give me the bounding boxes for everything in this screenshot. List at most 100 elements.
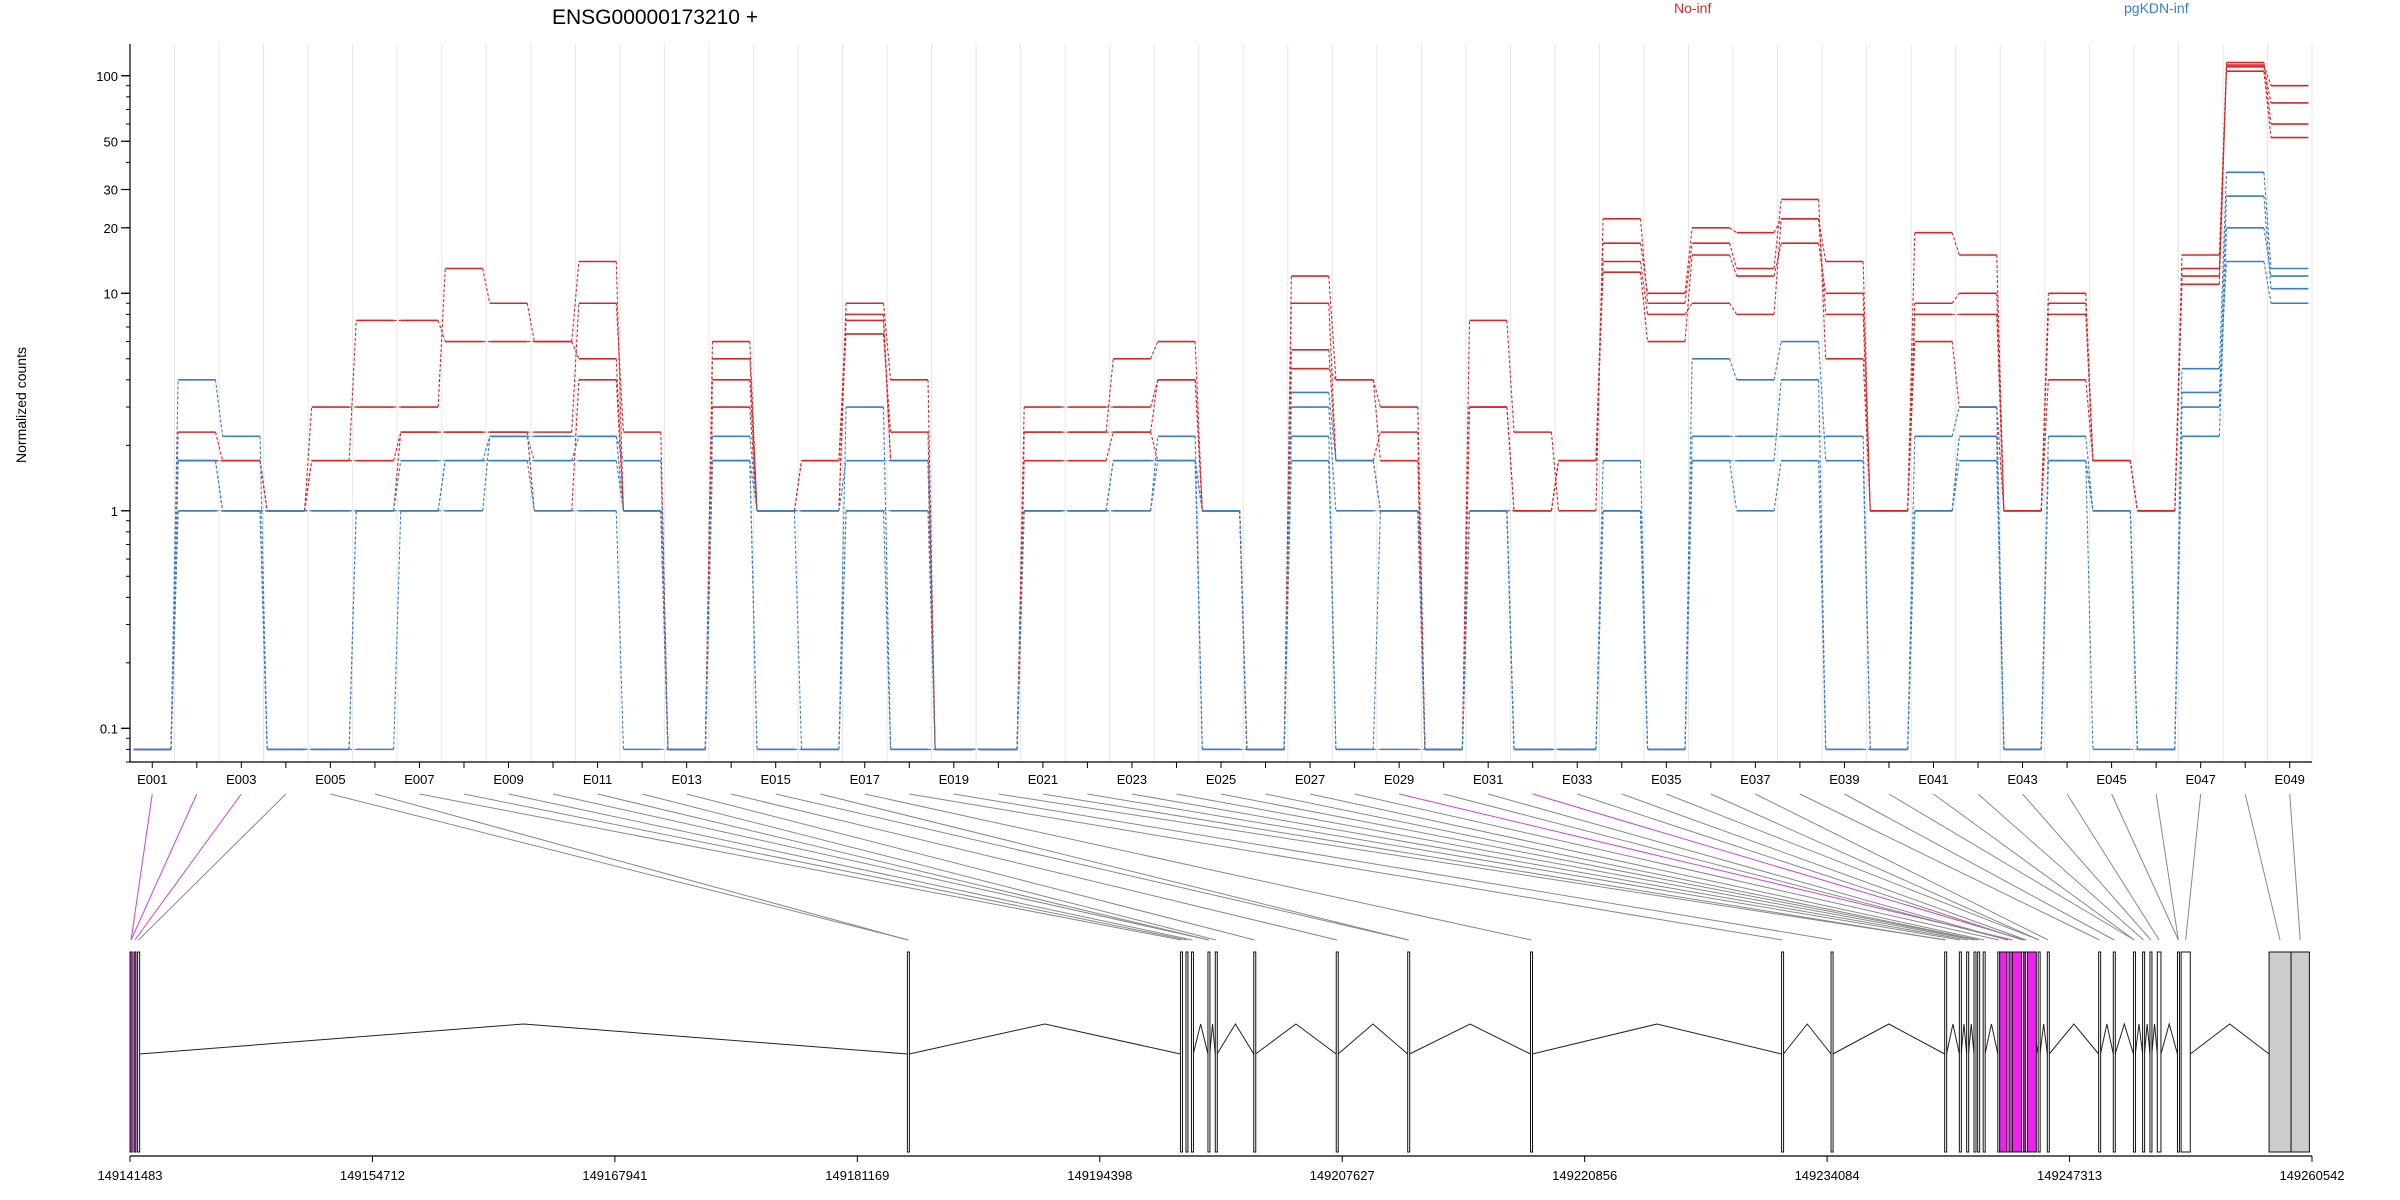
exon-connector — [864, 793, 1532, 941]
connector-segment — [749, 460, 758, 750]
connector-segment — [2218, 172, 2228, 369]
exon-block — [1179, 951, 1183, 1153]
exon-connector — [1532, 793, 2025, 941]
connector-segment — [660, 432, 669, 750]
x-tick-label: E013 — [671, 772, 701, 787]
connector-segment — [749, 436, 758, 511]
exon-connector — [2289, 793, 2301, 941]
exon-connector — [1755, 793, 2049, 941]
connector-segment — [1996, 406, 2005, 511]
exon-connector — [820, 793, 1409, 941]
x-tick-label: E047 — [2185, 772, 2215, 787]
connector-segment — [1283, 460, 1292, 750]
exon-block — [2024, 951, 2028, 1153]
connector-segment — [1862, 261, 1871, 511]
exon-block — [1407, 951, 1411, 1153]
x-tick-label: E007 — [404, 772, 434, 787]
connector-segment — [1194, 460, 1203, 511]
exon-connector — [374, 793, 909, 941]
connector-segment — [1194, 379, 1203, 511]
exon-connector — [2155, 793, 2179, 941]
y-tick-label: 1 — [111, 504, 118, 519]
genome-coord-label: 149234084 — [1795, 1168, 1860, 1183]
exon-connector — [130, 793, 198, 941]
connector-segment — [615, 436, 624, 511]
intron — [2039, 1023, 2048, 1055]
x-tick-label: E037 — [1740, 772, 1770, 787]
connector-segment — [882, 303, 892, 380]
intron — [2099, 1023, 2114, 1055]
exon-connector — [1933, 793, 2135, 941]
connector-segment — [2174, 392, 2183, 750]
intron — [1209, 1023, 1216, 1055]
intron — [2151, 1023, 2158, 1055]
exon-block — [906, 951, 910, 1153]
exon-block — [1973, 951, 1977, 1153]
connector-segment — [1506, 406, 1515, 511]
exon-block — [1207, 951, 1211, 1153]
connector-segment — [1150, 460, 1159, 511]
exon-block — [2132, 951, 2136, 1153]
connector-segment — [1773, 199, 1782, 269]
exon-block — [1185, 951, 1189, 1153]
exon-connector — [1399, 793, 2013, 941]
connector-segment — [1105, 460, 1114, 511]
exon-connector — [1309, 793, 1985, 941]
exon-block — [1190, 951, 1194, 1153]
intron — [1409, 1023, 1531, 1055]
genome-coord-label: 149181169 — [825, 1168, 889, 1183]
connector-segment — [927, 460, 936, 750]
intron — [2143, 1023, 2151, 1055]
exon-connector — [130, 793, 153, 941]
connector-segment — [1862, 436, 1871, 750]
connector-segment — [482, 436, 491, 511]
connector-segment — [393, 460, 402, 511]
exon-block — [2021, 951, 2025, 1153]
connector-segment — [1773, 341, 1782, 380]
exon-block — [2037, 951, 2041, 1153]
exon-connector — [998, 793, 1946, 941]
connector-segment — [2174, 268, 2183, 511]
intron — [2114, 1022, 2134, 1055]
exon-block — [2156, 951, 2162, 1153]
series-no-inf-3 — [133, 70, 2309, 751]
x-tick-label: E049 — [2275, 772, 2305, 787]
connector-segment — [2263, 64, 2272, 86]
x-tick-label: E027 — [1295, 772, 1325, 787]
exon-connector — [1666, 793, 2040, 941]
connector-segment — [2218, 71, 2228, 269]
exon-block — [1335, 951, 1339, 1153]
connector-segment — [1684, 302, 1693, 315]
exon-block — [1214, 951, 1218, 1153]
exon-connector — [641, 793, 1217, 941]
connector-segment — [615, 261, 624, 511]
connector-segment — [1506, 320, 1515, 433]
y-axis-label: Normalized counts — [13, 347, 29, 463]
connector-segment — [2085, 436, 2094, 511]
x-tick-label: E029 — [1384, 772, 1414, 787]
intron — [139, 1023, 908, 1055]
exon-connector — [731, 793, 1338, 941]
exon-block — [1958, 951, 1962, 1153]
grid — [129, 44, 2313, 762]
connector-segment — [1150, 379, 1159, 433]
exon-block — [133, 951, 137, 1153]
exon-connector — [134, 793, 242, 941]
exon-connector — [775, 793, 1409, 941]
connector-segment — [1951, 460, 1960, 511]
connector-segment — [571, 436, 580, 461]
connector-segment — [1729, 243, 1738, 269]
connector-segment — [482, 436, 491, 461]
exon-connector — [1488, 793, 2009, 941]
connector-segment — [304, 460, 313, 511]
x-tick-label: E011 — [583, 772, 612, 787]
genome-coord-label: 149141483 — [97, 1168, 162, 1183]
genome-coord-label: 149207627 — [1310, 1168, 1375, 1183]
connector-segment — [2085, 460, 2094, 511]
connector-segment — [1818, 243, 1827, 294]
intron — [2160, 1022, 2178, 1055]
connector-segment — [526, 460, 535, 511]
exon-connectors — [130, 793, 2301, 941]
y-tick-label: 20 — [104, 221, 118, 236]
exon-connector — [1844, 793, 2115, 941]
